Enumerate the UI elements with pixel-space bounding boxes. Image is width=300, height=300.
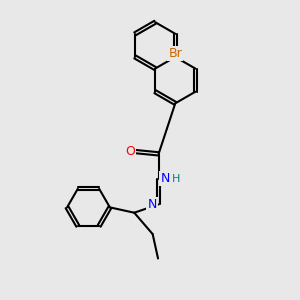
Text: N: N bbox=[147, 198, 157, 211]
Text: O: O bbox=[125, 145, 135, 158]
Text: H: H bbox=[172, 173, 180, 184]
Text: Br: Br bbox=[168, 47, 182, 60]
Text: N: N bbox=[160, 172, 170, 185]
